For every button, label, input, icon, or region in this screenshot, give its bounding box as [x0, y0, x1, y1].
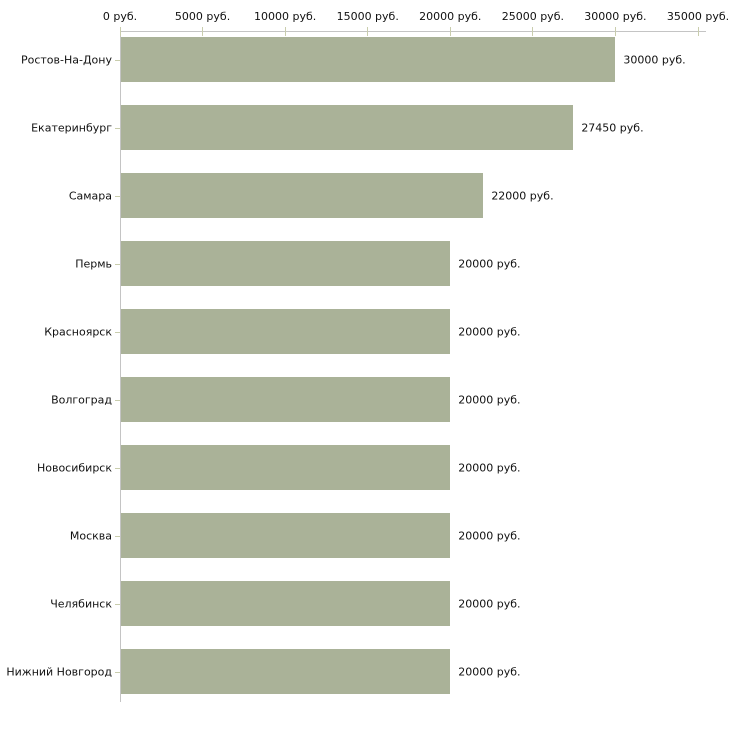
bar — [121, 241, 451, 286]
x-axis-line — [120, 31, 706, 32]
x-axis-tick-mark — [119, 27, 121, 36]
x-axis-tick-mark — [367, 27, 369, 36]
category-tick-mark — [115, 535, 120, 537]
bar — [121, 105, 574, 150]
bar-value-label: 20000 руб. — [458, 393, 521, 406]
category-tick-mark — [115, 195, 120, 197]
bar-value-label: 30000 руб. — [623, 53, 686, 66]
bar-value-label: 20000 руб. — [458, 665, 521, 678]
bar-value-label: 27450 руб. — [581, 121, 644, 134]
x-axis-tick-label: 10000 руб. — [254, 10, 317, 23]
category-tick-mark — [115, 263, 120, 265]
category-label: Пермь — [75, 257, 112, 270]
category-label: Екатеринбург — [31, 121, 112, 134]
x-axis-tick-label: 35000 руб. — [666, 10, 730, 23]
x-axis-tick-label: 15000 руб. — [336, 10, 399, 23]
bar — [121, 445, 451, 490]
x-axis-tick-mark — [449, 27, 451, 36]
bar — [121, 581, 451, 626]
category-tick-mark — [115, 467, 120, 469]
bar — [121, 649, 451, 694]
category-label: Самара — [68, 189, 112, 202]
x-axis-tick-mark — [284, 27, 286, 36]
category-tick-mark — [115, 603, 120, 605]
bar — [121, 37, 616, 82]
category-label: Нижний Новгород — [6, 665, 112, 678]
category-tick-mark — [115, 59, 120, 61]
category-tick-mark — [115, 331, 120, 333]
category-label: Волгоград — [51, 393, 112, 406]
bar-value-label: 22000 руб. — [491, 189, 554, 202]
bar — [121, 377, 451, 422]
bar — [121, 173, 484, 218]
x-axis-tick-mark — [697, 27, 699, 36]
category-label: Челябинск — [50, 597, 112, 610]
bar-value-label: 20000 руб. — [458, 325, 521, 338]
bar — [121, 513, 451, 558]
x-axis-tick-mark — [614, 27, 616, 36]
bar-value-label: 20000 руб. — [458, 529, 521, 542]
category-label: Красноярск — [44, 325, 112, 338]
x-axis-tick-label: 20000 руб. — [419, 10, 482, 23]
bar-value-label: 20000 руб. — [458, 461, 521, 474]
x-axis-tick-label: 25000 руб. — [501, 10, 564, 23]
y-axis-line — [120, 31, 121, 702]
x-axis-tick-mark — [532, 27, 534, 36]
category-tick-mark — [115, 671, 120, 673]
category-label: Новосибирск — [36, 461, 112, 474]
bar-value-label: 20000 руб. — [458, 597, 521, 610]
x-axis-tick-label: 30000 руб. — [584, 10, 647, 23]
bar-value-label: 20000 руб. — [458, 257, 521, 270]
category-label: Москва — [69, 529, 112, 542]
category-label: Ростов-На-Дону — [20, 53, 112, 66]
category-tick-mark — [115, 127, 120, 129]
x-axis-tick-mark — [202, 27, 204, 36]
category-tick-mark — [115, 399, 120, 401]
x-axis-tick-label: 0 руб. — [102, 10, 138, 23]
x-axis-tick-label: 5000 руб. — [174, 10, 231, 23]
bar — [121, 309, 451, 354]
